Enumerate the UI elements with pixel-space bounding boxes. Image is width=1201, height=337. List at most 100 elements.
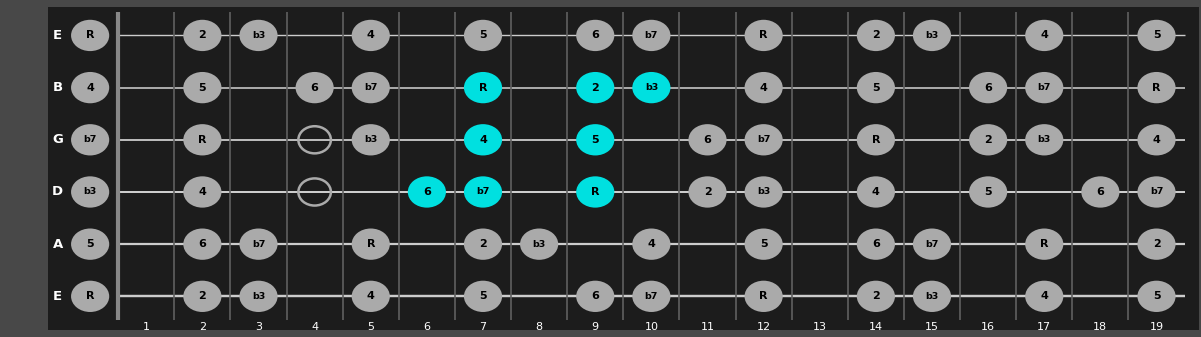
Text: 4: 4 [760,83,767,93]
Text: 5: 5 [86,239,94,249]
Text: 5: 5 [872,83,879,93]
Text: 6: 6 [423,187,431,197]
Ellipse shape [464,228,502,260]
Text: b7: b7 [83,135,97,144]
Text: 15: 15 [925,321,939,332]
Ellipse shape [969,176,1008,208]
Text: 16: 16 [981,321,996,332]
Text: b7: b7 [1149,187,1164,196]
Text: 7: 7 [479,321,486,332]
Ellipse shape [1026,124,1063,155]
Text: 6: 6 [984,83,992,93]
Text: 5: 5 [1153,292,1160,301]
Text: R: R [86,30,95,40]
Ellipse shape [856,228,895,260]
Text: 2: 2 [985,135,992,145]
Text: R: R [759,292,767,301]
Text: 4: 4 [366,30,375,40]
Text: b3: b3 [252,292,265,301]
Text: b3: b3 [926,31,939,40]
Ellipse shape [239,281,277,312]
Ellipse shape [632,228,670,260]
Ellipse shape [913,20,951,51]
Text: 4: 4 [1040,30,1048,40]
Ellipse shape [184,72,221,103]
Ellipse shape [1137,228,1176,260]
Ellipse shape [352,72,390,103]
Text: b7: b7 [645,292,658,301]
Text: 2: 2 [198,292,207,301]
Ellipse shape [295,72,334,103]
Ellipse shape [745,281,783,312]
Ellipse shape [352,281,390,312]
Ellipse shape [184,228,221,260]
Ellipse shape [632,72,670,103]
Ellipse shape [745,20,783,51]
Text: 18: 18 [1093,321,1107,332]
Text: 3: 3 [255,321,262,332]
Text: G: G [52,133,62,146]
Ellipse shape [71,72,109,103]
Text: b7: b7 [252,240,265,249]
Ellipse shape [1137,72,1176,103]
FancyBboxPatch shape [48,9,1199,323]
Text: 4: 4 [198,187,207,197]
Text: A: A [53,238,62,251]
Text: b3: b3 [364,135,377,144]
Text: 2: 2 [1153,239,1160,249]
Ellipse shape [632,281,670,312]
Text: 4: 4 [872,187,880,197]
Ellipse shape [352,20,390,51]
Text: b7: b7 [757,135,770,144]
Ellipse shape [71,228,109,260]
Text: 17: 17 [1038,321,1051,332]
Text: b3: b3 [926,292,939,301]
Text: 2: 2 [872,292,880,301]
Ellipse shape [856,124,895,155]
Text: 2: 2 [872,30,880,40]
Text: 6: 6 [311,83,318,93]
Ellipse shape [745,124,783,155]
Text: R: R [759,30,767,40]
Text: 2: 2 [198,30,207,40]
Ellipse shape [352,228,390,260]
Text: 14: 14 [868,321,883,332]
Ellipse shape [71,281,109,312]
Text: 2: 2 [704,187,711,197]
Text: 6: 6 [1097,187,1104,197]
Text: b3: b3 [645,83,658,92]
Ellipse shape [464,124,502,155]
Ellipse shape [856,72,895,103]
Ellipse shape [1137,281,1176,312]
Text: D: D [52,185,64,198]
Ellipse shape [184,124,221,155]
Ellipse shape [1137,20,1176,51]
Ellipse shape [745,176,783,208]
Ellipse shape [856,281,895,312]
Ellipse shape [688,176,727,208]
Text: b7: b7 [645,31,658,40]
Text: E: E [53,290,62,303]
Text: b3: b3 [1038,135,1051,144]
Text: 9: 9 [592,321,599,332]
Ellipse shape [1026,72,1063,103]
Ellipse shape [1137,176,1176,208]
Ellipse shape [464,20,502,51]
Ellipse shape [1026,20,1063,51]
Ellipse shape [576,176,615,208]
Ellipse shape [464,176,502,208]
Text: 4: 4 [86,83,94,93]
Text: 4: 4 [479,135,486,145]
Ellipse shape [856,176,895,208]
Text: R: R [591,187,599,197]
Ellipse shape [184,176,221,208]
Text: R: R [872,135,880,145]
Text: 8: 8 [536,321,543,332]
Ellipse shape [71,20,109,51]
Ellipse shape [1026,228,1063,260]
Text: 5: 5 [479,30,486,40]
Text: b7: b7 [1038,83,1051,92]
Text: 5: 5 [198,83,207,93]
Text: b3: b3 [532,240,545,249]
Text: 4: 4 [1153,135,1160,145]
